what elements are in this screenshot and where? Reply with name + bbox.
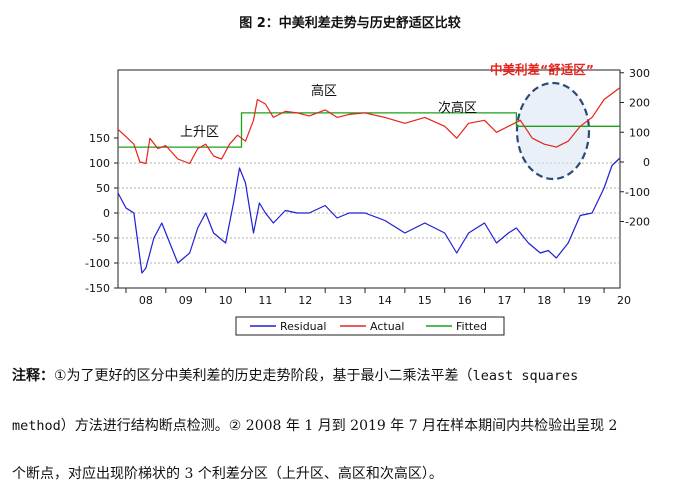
note-term-1: least squares bbox=[472, 368, 579, 384]
left-tick-label-3: 0 bbox=[103, 207, 110, 220]
x-tick-label-6: 14 bbox=[378, 294, 392, 307]
legend-label-actual: Actual bbox=[370, 320, 404, 333]
note-text-6: 月在样本期间内共检验出呈现 bbox=[417, 418, 609, 434]
left-axis: 150 100 50 0 -50 -100 -150 bbox=[85, 132, 118, 295]
x-tick-label-0: 08 bbox=[139, 294, 153, 307]
right-tick-label-1: 200 bbox=[629, 97, 650, 110]
plot-frame bbox=[117, 69, 621, 289]
note-line-1: 注释：①为了更好的区分中美利差的历史走势阶段，基于最小二乘法平差（least s… bbox=[12, 366, 688, 386]
x-tick-label-9: 17 bbox=[497, 294, 511, 307]
annotation-comfort-zone: 中美利差“舒适区” bbox=[490, 62, 594, 77]
legend-box bbox=[235, 316, 505, 336]
note-text-2: ）方法进行结构断点检测。② bbox=[60, 418, 246, 434]
series-lines bbox=[117, 87, 621, 274]
x-tick-label-8: 16 bbox=[458, 294, 472, 307]
right-tick-label-3: 0 bbox=[643, 156, 650, 169]
x-tick-label-5: 13 bbox=[338, 294, 352, 307]
series-line-residual bbox=[117, 157, 621, 274]
legend: Residual Actual Fitted bbox=[250, 320, 487, 333]
legend-label-residual: Residual bbox=[280, 320, 326, 333]
annotation-rising-zone: 上升区 bbox=[180, 125, 219, 140]
grid-lines bbox=[118, 162, 620, 264]
note-month-7: 7 bbox=[408, 418, 418, 434]
note-text-7: 个断点，对应出现阶梯状的 bbox=[12, 466, 185, 482]
note-year-2019: 2019 bbox=[350, 418, 386, 434]
legend-label-fitted: Fitted bbox=[456, 320, 487, 333]
note-text-4: 月到 bbox=[313, 418, 351, 434]
right-tick-label-2: 100 bbox=[629, 126, 650, 139]
note-text-5: 年 bbox=[385, 418, 409, 434]
x-tick-label-12: 20 bbox=[617, 294, 631, 307]
note-month-1: 1 bbox=[304, 418, 314, 434]
annotation-high-zone: 高区 bbox=[311, 83, 337, 99]
right-tick-label-4: -100 bbox=[625, 186, 650, 199]
x-tick-label-2: 10 bbox=[219, 294, 233, 307]
left-tick-label-0: 150 bbox=[89, 132, 110, 145]
left-tick-label-2: 50 bbox=[96, 182, 110, 195]
comfort-zone-ellipse bbox=[515, 81, 591, 181]
series-line-actual bbox=[117, 87, 621, 165]
right-axis: 300 200 100 0 -100 -200 bbox=[620, 67, 650, 229]
note-text-1: ①为了更好的区分中美利差的历史走势阶段，基于最小二乘法平差（ bbox=[54, 368, 473, 384]
left-tick-label-4: -50 bbox=[92, 232, 110, 245]
x-tick-label-1: 09 bbox=[179, 294, 193, 307]
note-label: 注释： bbox=[12, 368, 54, 384]
x-axis: 08 09 10 11 12 13 14 15 16 17 18 19 20 bbox=[125, 288, 631, 307]
chart-title: 图 2：中美利差走势与历史舒适区比较 bbox=[239, 16, 461, 31]
x-tick-label-3: 11 bbox=[258, 294, 272, 307]
x-tick-label-7: 15 bbox=[418, 294, 432, 307]
note-line-3: 个断点，对应出现阶梯状的 3 个利差分区（上升区、高区和次高区）。 bbox=[12, 464, 688, 484]
note-term-2: method bbox=[12, 418, 61, 434]
right-tick-label-5: -200 bbox=[625, 216, 650, 229]
annotation-secondary-high-zone: 次高区 bbox=[438, 100, 477, 116]
note-line-2: method）方法进行结构断点检测。② 2008 年 1 月到 2019 年 7… bbox=[12, 416, 688, 436]
x-tick-label-4: 12 bbox=[298, 294, 312, 307]
left-tick-label-1: 100 bbox=[89, 157, 110, 170]
left-tick-label-5: -100 bbox=[85, 257, 110, 270]
note-count-3: 3 bbox=[184, 466, 194, 482]
note-text-8: 个利差分区（上升区、高区和次高区）。 bbox=[193, 466, 443, 482]
right-tick-label-0: 300 bbox=[629, 67, 650, 80]
left-tick-label-6: -150 bbox=[85, 282, 110, 295]
note-count-2: 2 bbox=[608, 418, 618, 434]
series-line-fitted bbox=[118, 112, 620, 148]
x-tick-label-10: 18 bbox=[537, 294, 551, 307]
x-tick-label-11: 19 bbox=[577, 294, 591, 307]
note-text-3: 年 bbox=[281, 418, 305, 434]
note-year-2008: 2008 bbox=[245, 418, 282, 434]
